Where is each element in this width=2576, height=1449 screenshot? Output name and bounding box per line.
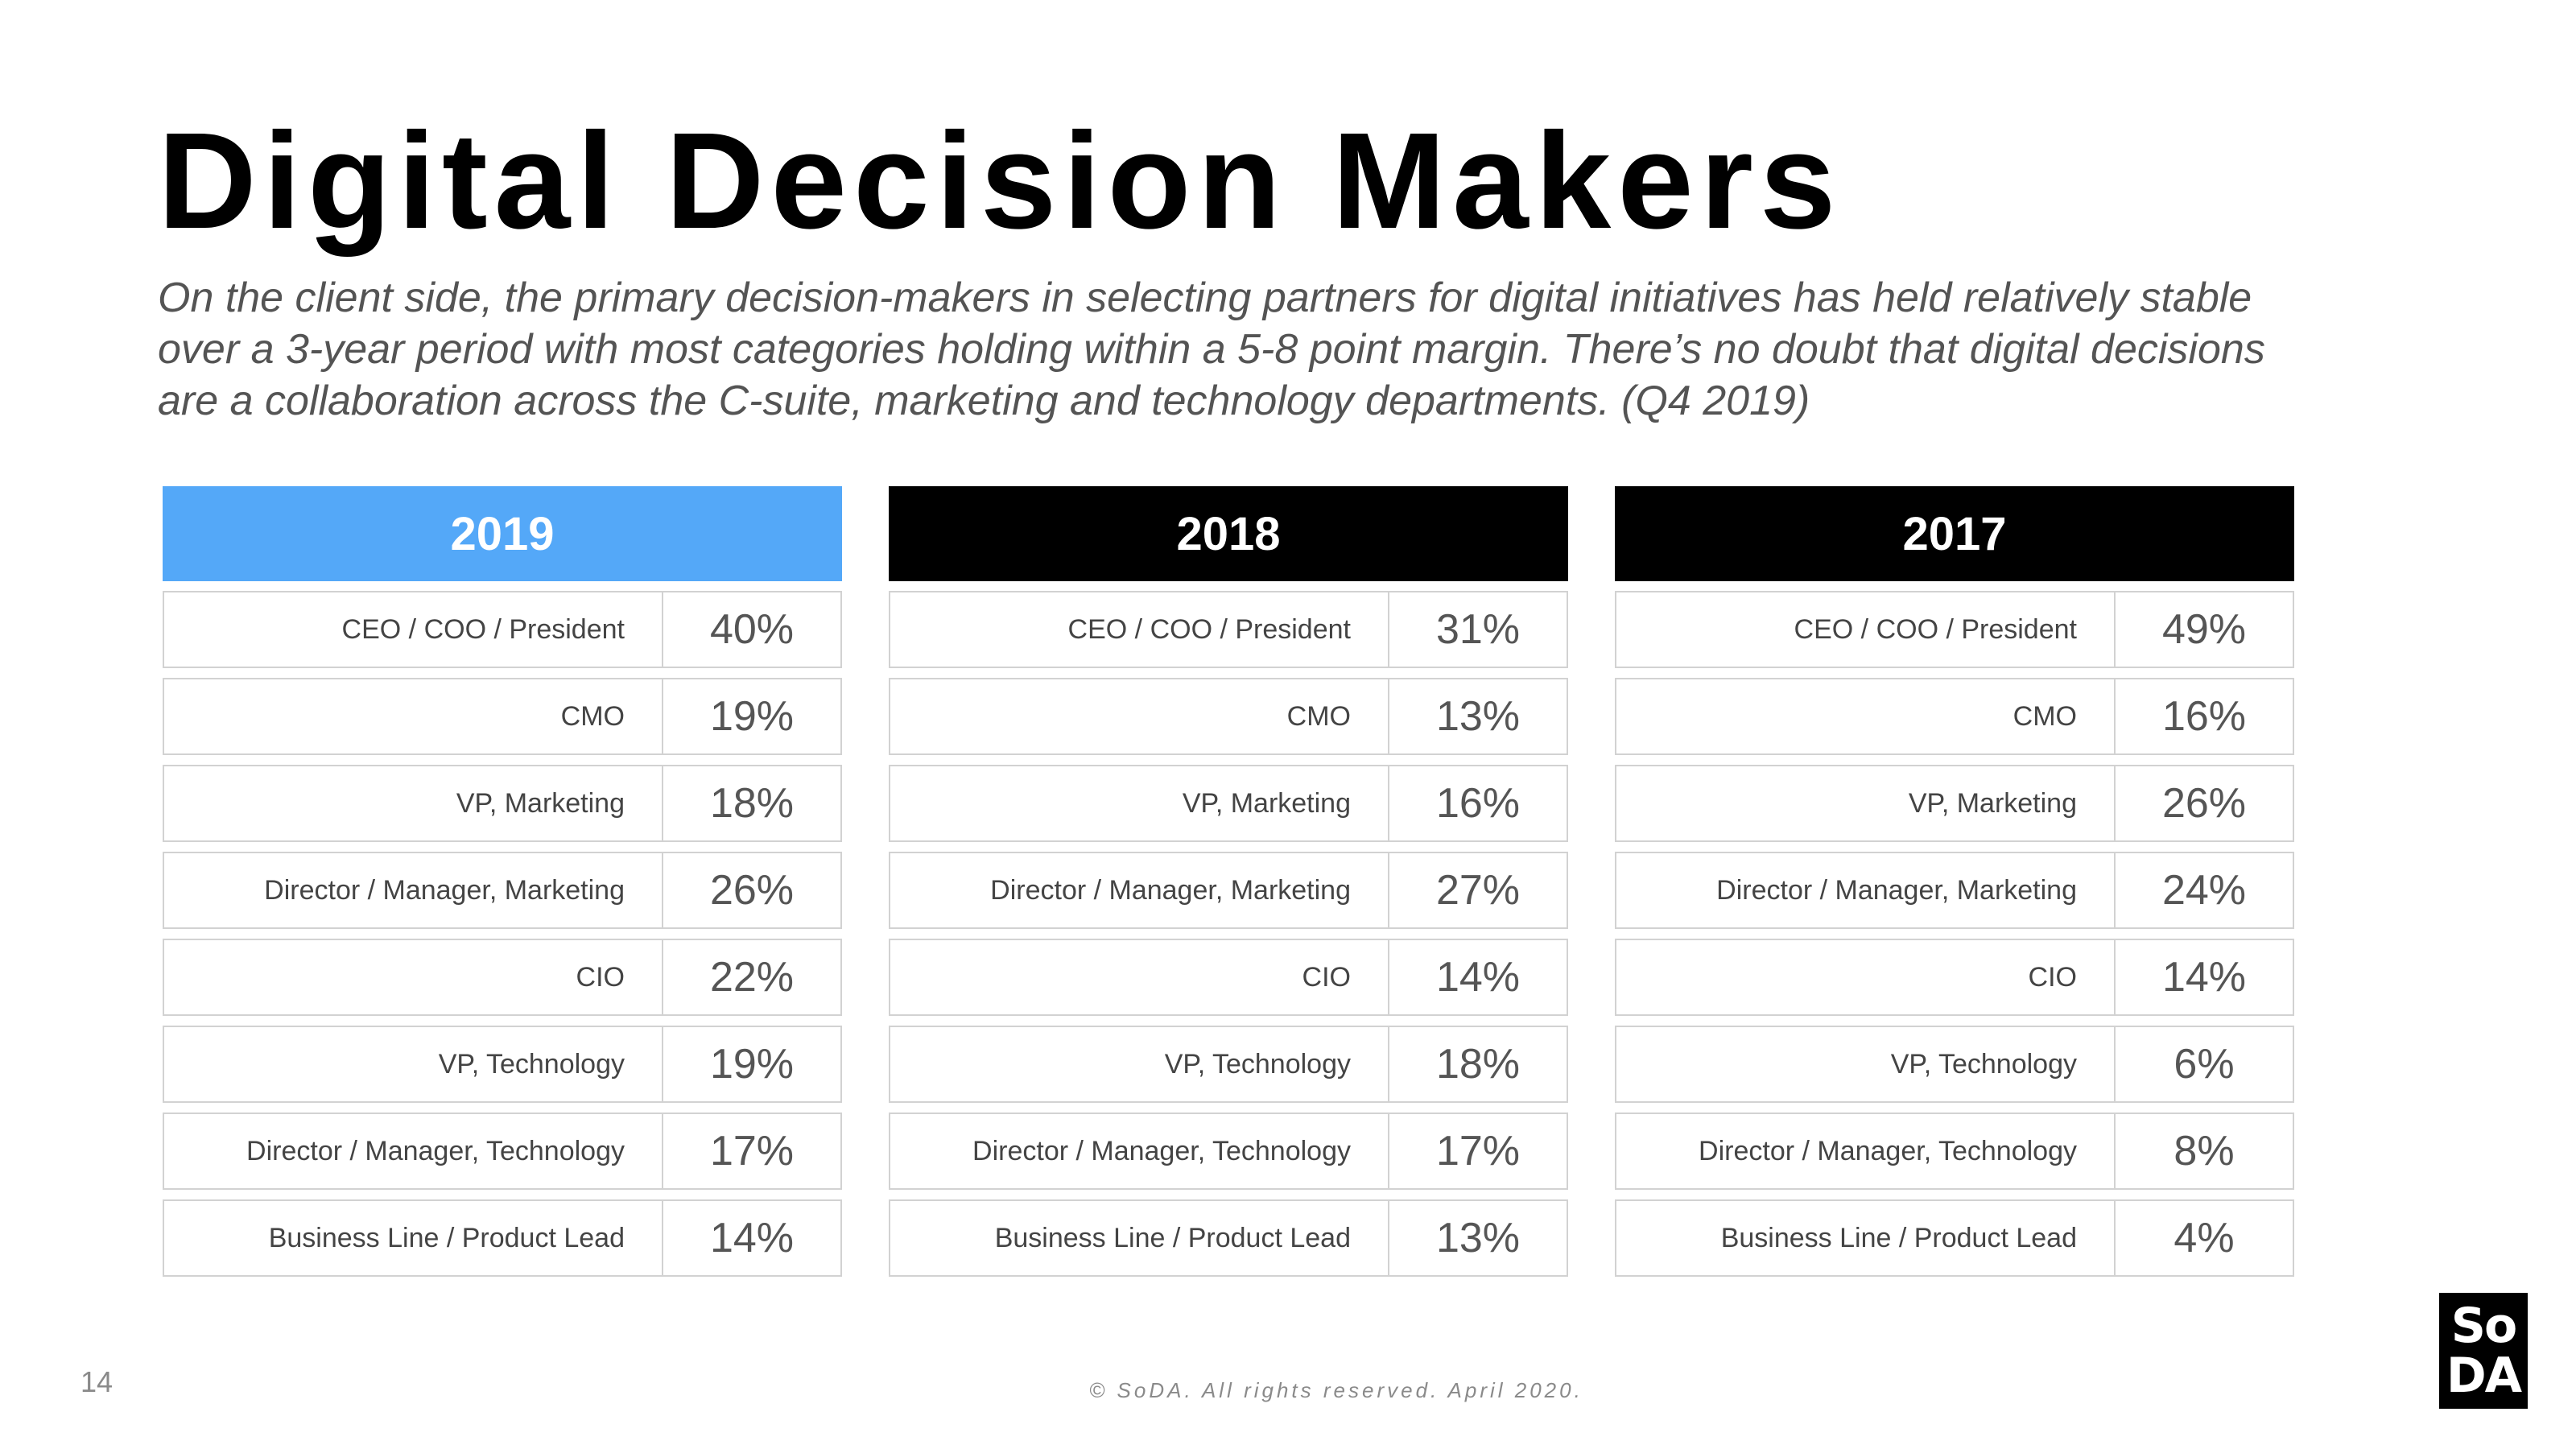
row-value: 4%: [2174, 1215, 2235, 1261]
row-label: VP, Technology: [1616, 1027, 2116, 1101]
table-2019: 2019 CEO / COO / President 40% CMO 19% VP,…: [163, 486, 842, 1277]
table-row: VP, Technology 19%: [163, 1026, 842, 1103]
table-row: VP, Marketing 18%: [163, 765, 842, 842]
row-value: 27%: [1435, 867, 1521, 914]
row-label: VP, Marketing: [1616, 766, 2116, 840]
table-row: Director / Manager, Marketing 26%: [163, 852, 842, 929]
row-label: VP, Marketing: [164, 766, 663, 840]
row-label: Director / Manager, Technology: [164, 1114, 663, 1188]
row-value: 18%: [709, 780, 795, 827]
row-value: 40%: [709, 606, 795, 653]
row-value: 24%: [2161, 867, 2247, 914]
table-row: VP, Marketing 16%: [889, 765, 1568, 842]
row-label: CIO: [1616, 940, 2116, 1014]
table-2017: 2017 CEO / COO / President 49% CMO 16% VP,…: [1615, 486, 2294, 1277]
row-value: 14%: [709, 1215, 795, 1261]
table-row: VP, Marketing 26%: [1615, 765, 2294, 842]
table-row: CEO / COO / President 31%: [889, 591, 1568, 668]
row-label: CEO / COO / President: [890, 592, 1389, 667]
row-value: 26%: [709, 867, 795, 914]
row-label: Business Line / Product Lead: [1616, 1201, 2116, 1275]
table-2018: 2018 CEO / COO / President 31% CMO 13% VP,…: [889, 486, 1568, 1277]
row-label: CEO / COO / President: [1616, 592, 2116, 667]
row-label: CMO: [1616, 679, 2116, 753]
row-label: Director / Manager, Marketing: [1616, 853, 2116, 927]
table-row: VP, Technology 18%: [889, 1026, 1568, 1103]
row-label: Business Line / Product Lead: [164, 1201, 663, 1275]
row-label: Director / Manager, Marketing: [164, 853, 663, 927]
row-value: 17%: [1435, 1128, 1521, 1174]
table-row: CMO 19%: [163, 678, 842, 755]
row-value: 49%: [2161, 606, 2247, 653]
row-label: CEO / COO / President: [164, 592, 663, 667]
page-subtitle: On the client side, the primary decision…: [158, 275, 2265, 424]
table-row: Director / Manager, Marketing 27%: [889, 852, 1568, 929]
soda-logo: So DA: [2439, 1293, 2528, 1409]
row-value: 14%: [1435, 954, 1521, 1001]
row-value: 14%: [2161, 954, 2247, 1001]
copyright-footer: © SoDA. All rights reserved. April 2020.: [1089, 1378, 1583, 1402]
table-row: Business Line / Product Lead 14%: [163, 1199, 842, 1277]
row-label: CMO: [890, 679, 1389, 753]
table-row: Director / Manager, Technology 17%: [163, 1113, 842, 1190]
row-value: 13%: [1435, 1215, 1521, 1261]
table-row: CEO / COO / President 49%: [1615, 591, 2294, 668]
logo-text-top: So: [2450, 1298, 2517, 1354]
row-label: CIO: [890, 940, 1389, 1014]
table-row: Director / Manager, Marketing 24%: [1615, 852, 2294, 929]
table-header-2019: 2019: [163, 486, 842, 581]
table-row: CMO 16%: [1615, 678, 2294, 755]
table-row: VP, Technology 6%: [1615, 1026, 2294, 1103]
row-label: VP, Marketing: [890, 766, 1389, 840]
row-value: 26%: [2161, 780, 2247, 827]
page-title: Digital Decision Makers: [158, 105, 1843, 258]
row-value: 13%: [1435, 693, 1521, 740]
row-value: 22%: [709, 954, 795, 1001]
row-value: 6%: [2174, 1041, 2235, 1088]
logo-text-bottom: DA: [2446, 1348, 2522, 1404]
row-label: VP, Technology: [890, 1027, 1389, 1101]
row-label: Director / Manager, Technology: [890, 1114, 1389, 1188]
row-value: 18%: [1435, 1041, 1521, 1088]
table-row: CEO / COO / President 40%: [163, 591, 842, 668]
row-label: CIO: [164, 940, 663, 1014]
row-value: 16%: [1435, 780, 1521, 827]
row-value: 17%: [709, 1128, 795, 1174]
row-value: 19%: [709, 1041, 795, 1088]
table-row: Director / Manager, Technology 8%: [1615, 1113, 2294, 1190]
table-row: Business Line / Product Lead 13%: [889, 1199, 1568, 1277]
row-label: Director / Manager, Marketing: [890, 853, 1389, 927]
row-value: 16%: [2161, 693, 2247, 740]
table-row: CIO 22%: [163, 939, 842, 1016]
row-label: Business Line / Product Lead: [890, 1201, 1389, 1275]
page-number: 14: [80, 1365, 114, 1398]
row-value: 8%: [2174, 1128, 2235, 1174]
table-row: Director / Manager, Technology 17%: [889, 1113, 1568, 1190]
table-row: CIO 14%: [889, 939, 1568, 1016]
table-row: CIO 14%: [1615, 939, 2294, 1016]
row-label: Director / Manager, Technology: [1616, 1114, 2116, 1188]
row-value: 19%: [709, 693, 795, 740]
table-header-2017: 2017: [1615, 486, 2294, 581]
row-label: VP, Technology: [164, 1027, 663, 1101]
table-header-2018: 2018: [889, 486, 1568, 581]
table-row: Business Line / Product Lead 4%: [1615, 1199, 2294, 1277]
row-label: CMO: [164, 679, 663, 753]
row-value: 31%: [1435, 606, 1521, 653]
table-row: CMO 13%: [889, 678, 1568, 755]
